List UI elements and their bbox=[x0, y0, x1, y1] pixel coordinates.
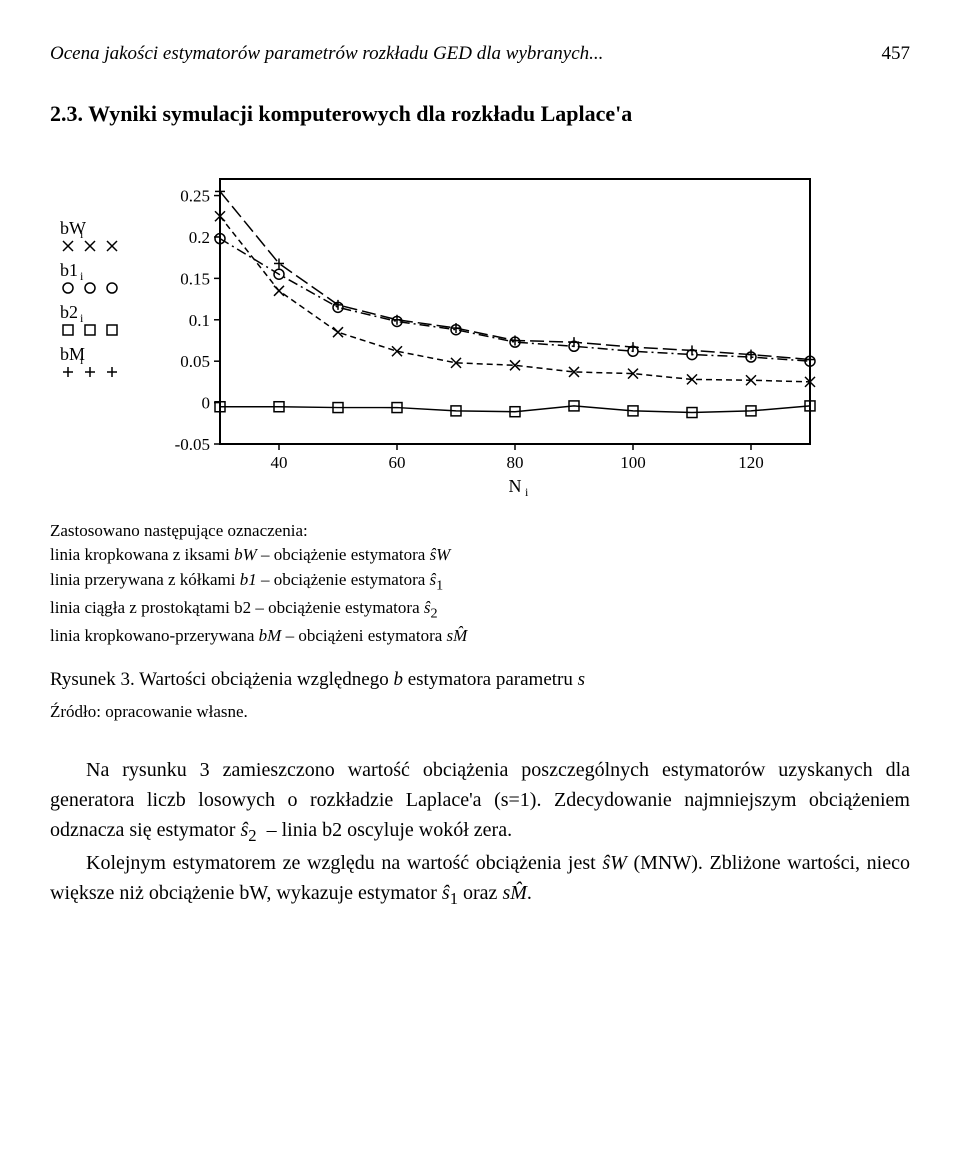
running-header: Ocena jakości estymatorów parametrów roz… bbox=[50, 40, 910, 68]
section-title-text: Wyniki symulacji komputerowych dla rozkł… bbox=[88, 101, 632, 126]
legend-line: linia kropkowana z iksami bW – obciążeni… bbox=[50, 543, 910, 568]
svg-text:N: N bbox=[509, 476, 522, 496]
svg-text:80: 80 bbox=[507, 453, 524, 472]
figure-source: Źródło: opracowanie własne. bbox=[50, 700, 910, 725]
svg-text:-0.05: -0.05 bbox=[175, 435, 210, 454]
svg-text:0.1: 0.1 bbox=[189, 311, 210, 330]
svg-text:60: 60 bbox=[389, 453, 406, 472]
legend-line: linia ciągła z prostokątami b2 – obciąże… bbox=[50, 596, 910, 624]
bias-chart: -0.0500.050.10.150.20.25406080100120NibW… bbox=[50, 159, 910, 506]
legend-line: Zastosowano następujące oznaczenia: bbox=[50, 519, 910, 544]
svg-text:0.25: 0.25 bbox=[180, 187, 210, 206]
svg-text:0: 0 bbox=[202, 394, 211, 413]
svg-text:120: 120 bbox=[738, 453, 764, 472]
page-number: 457 bbox=[882, 40, 911, 68]
chart-legend-text: Zastosowano następujące oznaczenia: lini… bbox=[50, 519, 910, 649]
legend-line: linia przerywana z kółkami b1 – obciążen… bbox=[50, 568, 910, 596]
body-paragraph: Kolejnym estymatorem ze względu na warto… bbox=[50, 848, 910, 911]
chart-svg: -0.0500.050.10.150.20.25406080100120NibW… bbox=[50, 159, 830, 499]
svg-text:b1: b1 bbox=[60, 260, 78, 280]
svg-text:100: 100 bbox=[620, 453, 646, 472]
running-title: Ocena jakości estymatorów parametrów roz… bbox=[50, 40, 842, 68]
svg-text:0.05: 0.05 bbox=[180, 353, 210, 372]
svg-text:i: i bbox=[525, 485, 529, 499]
svg-text:i: i bbox=[80, 269, 84, 283]
legend-line: linia kropkowano-przerywana bM – obciąże… bbox=[50, 624, 910, 649]
svg-text:40: 40 bbox=[271, 453, 288, 472]
figure-caption: Rysunek 3. Wartości obciążenia względneg… bbox=[50, 666, 910, 694]
section-number: 2.3. bbox=[50, 101, 83, 126]
svg-text:0.15: 0.15 bbox=[180, 270, 210, 289]
svg-text:0.2: 0.2 bbox=[189, 228, 210, 247]
svg-text:b2: b2 bbox=[60, 302, 78, 322]
body-paragraph: Na rysunku 3 zamieszczono wartość obciąż… bbox=[50, 755, 910, 848]
svg-text:i: i bbox=[80, 311, 84, 325]
section-heading: 2.3. Wyniki symulacji komputerowych dla … bbox=[50, 98, 910, 130]
